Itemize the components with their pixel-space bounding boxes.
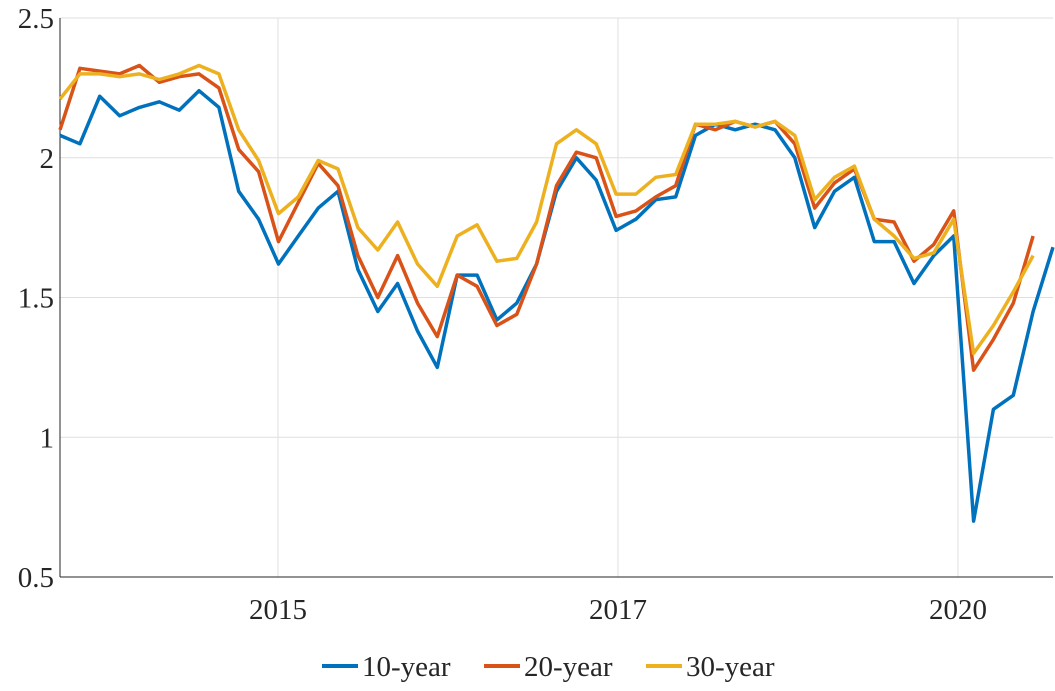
series-line xyxy=(58,63,1035,356)
y-tick-label: 0.5 xyxy=(18,562,54,594)
x-tick-label: 2017 xyxy=(589,594,647,626)
y-tick-label: 1 xyxy=(40,422,55,454)
x-tick-label: 2020 xyxy=(929,594,987,626)
y-tick-label: 2 xyxy=(40,143,55,175)
legend-label: 30-year xyxy=(686,651,775,683)
legend-label: 20-year xyxy=(524,651,613,683)
legend-label: 10-year xyxy=(362,651,451,683)
x-tick-label: 2015 xyxy=(249,594,307,626)
y-tick-label: 1.5 xyxy=(18,283,54,315)
y-tick-label: 2.5 xyxy=(18,3,54,35)
